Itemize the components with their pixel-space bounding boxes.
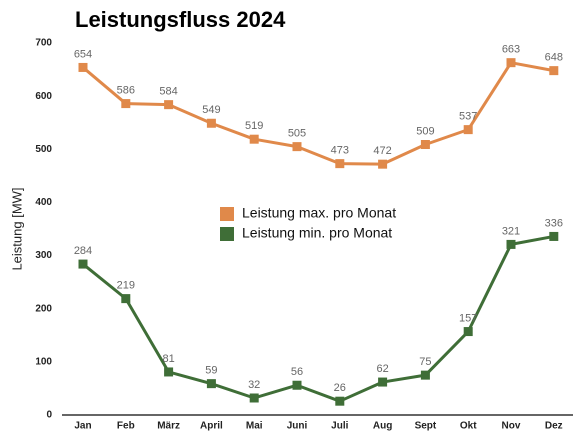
- y-tick-label: 700: [35, 38, 52, 49]
- data-label: 56: [291, 366, 303, 378]
- marker: [78, 259, 88, 269]
- data-label: 284: [74, 245, 92, 257]
- marker: [335, 159, 345, 169]
- marker: [463, 327, 473, 337]
- data-label: 59: [205, 365, 217, 377]
- data-label: 654: [74, 48, 92, 60]
- x-tick-label: Juli: [331, 421, 348, 432]
- data-label: 586: [117, 84, 135, 96]
- legend-swatch: [220, 227, 234, 241]
- data-label: 509: [416, 125, 434, 137]
- marker: [164, 367, 174, 377]
- data-label: 26: [334, 382, 346, 394]
- marker: [292, 380, 302, 390]
- data-label: 537: [459, 111, 477, 123]
- x-tick-label: Mai: [246, 421, 263, 432]
- marker: [549, 231, 559, 241]
- x-tick-label: Jan: [74, 421, 91, 432]
- marker: [249, 393, 259, 403]
- x-tick-label: Nov: [502, 421, 521, 432]
- marker: [506, 58, 516, 68]
- data-label: 219: [117, 280, 135, 292]
- marker: [249, 134, 259, 144]
- data-label: 663: [502, 44, 520, 56]
- x-tick-label: Juni: [287, 421, 308, 432]
- marker: [506, 239, 516, 249]
- legend-label: Leistung max. pro Monat: [242, 205, 396, 221]
- marker: [420, 140, 430, 150]
- marker: [378, 159, 388, 169]
- legend-swatch: [220, 207, 234, 221]
- data-label: 519: [245, 120, 263, 132]
- y-tick-label: 100: [35, 356, 52, 367]
- marker: [121, 294, 131, 304]
- data-label: 336: [545, 217, 563, 229]
- x-tick-label: Okt: [460, 421, 477, 432]
- marker: [206, 118, 216, 128]
- data-label: 81: [162, 353, 174, 365]
- chart-title: Leistungsfluss 2024: [75, 7, 286, 32]
- data-label: 472: [373, 145, 391, 157]
- marker: [121, 99, 131, 109]
- marker: [206, 379, 216, 389]
- marker: [164, 100, 174, 110]
- data-label: 584: [159, 86, 177, 98]
- data-label: 32: [248, 379, 260, 391]
- marker: [292, 142, 302, 152]
- data-label: 75: [419, 356, 431, 368]
- x-tick-label: März: [157, 421, 180, 432]
- marker: [549, 66, 559, 76]
- data-label: 505: [288, 128, 306, 140]
- marker: [335, 396, 345, 406]
- x-tick-label: Sept: [415, 421, 437, 432]
- x-tick-label: Feb: [117, 421, 135, 432]
- y-tick-label: 600: [35, 91, 52, 102]
- data-label: 157: [459, 312, 477, 324]
- y-tick-label: 200: [35, 303, 52, 314]
- y-axis-label: Leistung [MW]: [9, 187, 24, 270]
- y-tick-label: 500: [35, 144, 52, 155]
- data-label: 648: [545, 52, 563, 64]
- marker: [463, 125, 473, 135]
- marker: [378, 377, 388, 387]
- series-line: [82, 234, 555, 403]
- data-label: 62: [376, 363, 388, 375]
- x-tick-label: April: [200, 421, 223, 432]
- marker: [78, 62, 88, 72]
- y-tick-label: 300: [35, 250, 52, 261]
- x-tick-label: Aug: [373, 421, 392, 432]
- x-tick-label: Dez: [545, 421, 563, 432]
- data-label: 549: [202, 104, 220, 116]
- series-line: [82, 61, 555, 166]
- marker: [420, 370, 430, 380]
- data-label: 473: [331, 145, 349, 157]
- y-tick-label: 0: [46, 410, 52, 421]
- y-tick-label: 400: [35, 197, 52, 208]
- legend-label: Leistung min. pro Monat: [242, 225, 392, 241]
- data-label: 321: [502, 225, 520, 237]
